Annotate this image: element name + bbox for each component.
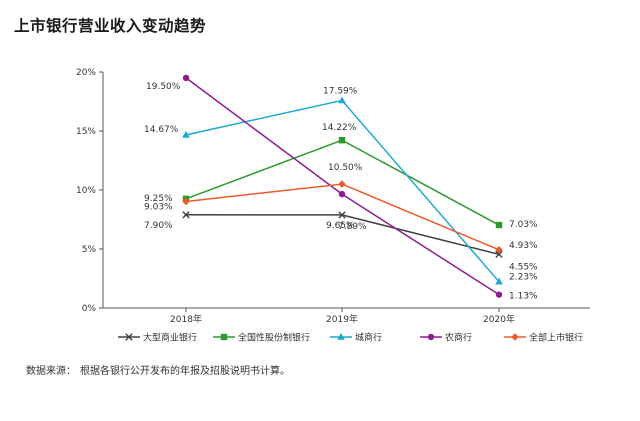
- data-point-marker: [495, 221, 503, 229]
- data-point-marker: [182, 211, 190, 219]
- data-label: 4.55%: [509, 262, 538, 272]
- data-label: 7.90%: [144, 221, 173, 231]
- source-text: 根据各银行公开发布的年报及招股说明书计算。: [80, 366, 290, 377]
- data-point-marker: [495, 250, 503, 259]
- chart-axes: 0% 5% 10% 15% 20% 2018年 2019年 2020年: [76, 68, 590, 325]
- legend-label: 农商行: [445, 332, 472, 344]
- data-label: 7.89%: [338, 222, 367, 232]
- data-point-marker: [495, 277, 503, 285]
- data-label: 10.50%: [328, 163, 363, 173]
- data-point-marker: [495, 246, 503, 254]
- legend-marker: [220, 333, 228, 341]
- legend-item: 大型商业银行: [118, 332, 197, 344]
- data-point-marker: [338, 190, 346, 198]
- chart-data-labels: 7.90% 7.89% 4.55% 9.25% 14.22% 7.03% 14.67% 17.…: [144, 82, 538, 302]
- legend-marker: [511, 333, 519, 341]
- data-point-marker: [338, 180, 346, 188]
- legend-label: 大型商业银行: [143, 332, 197, 344]
- data-point-marker: [495, 291, 503, 298]
- source-label: 数据来源：: [26, 366, 76, 377]
- x-tick-label: 2020年: [483, 313, 515, 325]
- legend-label: 城商行: [355, 332, 382, 344]
- data-label: 14.67%: [144, 125, 179, 135]
- legend-item: 城商行: [330, 332, 382, 344]
- data-label: 9.25%: [144, 194, 173, 204]
- data-label: 17.59%: [323, 86, 358, 96]
- y-tick-label: 0%: [82, 304, 97, 314]
- data-point-marker: [338, 96, 346, 104]
- legend-marker: [337, 333, 345, 340]
- y-tick-label: 15%: [76, 127, 96, 137]
- chart-markers: [182, 74, 503, 298]
- data-label: 2.23%: [509, 273, 538, 283]
- data-point-marker: [338, 211, 346, 219]
- y-tick-label: 5%: [82, 245, 97, 255]
- chart-legend: 大型商业银行 全国性股份制银行 城商行 农商行 全部上市银行: [118, 332, 583, 344]
- data-label: 7.03%: [509, 220, 538, 230]
- data-label: 9.03%: [144, 202, 173, 212]
- x-tick-label: 2018年: [170, 313, 202, 325]
- chart-title: 上市银行营业收入变动趋势: [14, 17, 207, 35]
- data-label: 14.22%: [322, 123, 357, 133]
- y-tick-label: 10%: [76, 186, 96, 196]
- data-point-marker: [182, 74, 190, 82]
- legend-item: 农商行: [420, 332, 472, 344]
- data-point-marker: [338, 137, 346, 144]
- y-tick-label: 20%: [76, 68, 96, 78]
- legend-label: 全部上市银行: [529, 332, 583, 344]
- legend-marker: [427, 333, 435, 341]
- data-label: 19.50%: [146, 82, 181, 92]
- data-label: 9.65%: [326, 221, 355, 231]
- legend-marker: [125, 333, 133, 341]
- x-tick-label: 2019年: [326, 313, 358, 325]
- data-point-marker: [182, 130, 190, 138]
- data-label: 1.13%: [509, 292, 538, 302]
- data-label: 4.93%: [509, 241, 538, 251]
- data-point-marker: [182, 197, 190, 206]
- legend-item: 全部上市银行: [504, 332, 583, 344]
- legend-label: 全国性股份制银行: [238, 332, 310, 344]
- source-note: 数据来源： 根据各银行公开发布的年报及招股说明书计算。: [26, 362, 290, 377]
- legend-item: 全国性股份制银行: [213, 332, 310, 344]
